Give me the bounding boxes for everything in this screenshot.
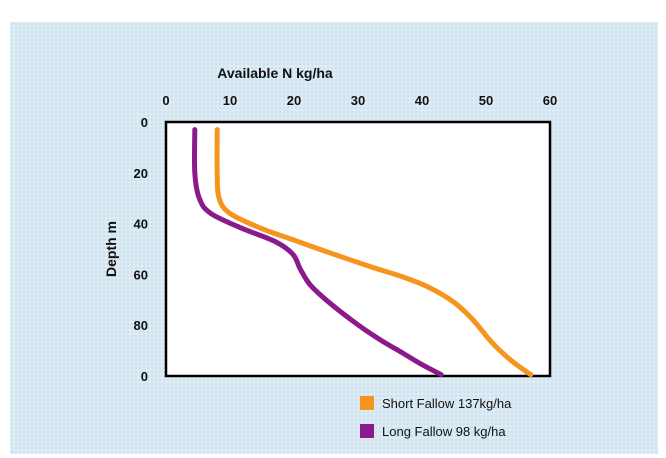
y-tick-label: 80 (134, 318, 148, 333)
legend-label-short-fallow: Short Fallow 137kg/ha (382, 396, 512, 411)
x-tick-label: 20 (287, 93, 301, 108)
x-tick-label: 50 (479, 93, 493, 108)
series-lines (191, 127, 534, 378)
x-tick-label: 30 (351, 93, 365, 108)
y-tick-label: 60 (134, 267, 148, 282)
legend: Short Fallow 137kg/ha Long Fallow 98 kg/h… (360, 396, 512, 439)
x-tick-label: 0 (162, 93, 169, 108)
series-line-short-fallow (214, 127, 534, 378)
x-tick-label: 40 (415, 93, 429, 108)
y-axis-title: Depth m (103, 221, 119, 277)
x-tick-labels: 0 10 20 30 40 50 60 (162, 93, 557, 108)
y-tick-label: 20 (134, 166, 148, 181)
y-tick-label: 0 (141, 115, 148, 130)
y-tick-label: 0 (141, 369, 148, 384)
x-tick-label: 60 (543, 93, 557, 108)
legend-swatch-long-fallow (360, 424, 374, 438)
plot-area (164, 120, 552, 378)
y-tick-label: 40 (134, 217, 148, 232)
legend-label-long-fallow: Long Fallow 98 kg/ha (382, 424, 506, 439)
x-axis-title: Available N kg/ha (217, 65, 333, 81)
series-line-long-fallow (191, 127, 444, 378)
y-tick-labels: 0 20 40 60 80 0 (134, 115, 148, 384)
x-tick-label: 10 (223, 93, 237, 108)
line-chart: Available N kg/ha Depth m 0 10 20 30 40 50 60 … (103, 65, 557, 439)
chart-background: Available N kg/ha Depth m 0 10 20 30 40 50 60 … (10, 22, 658, 454)
legend-swatch-short-fallow (360, 396, 374, 410)
